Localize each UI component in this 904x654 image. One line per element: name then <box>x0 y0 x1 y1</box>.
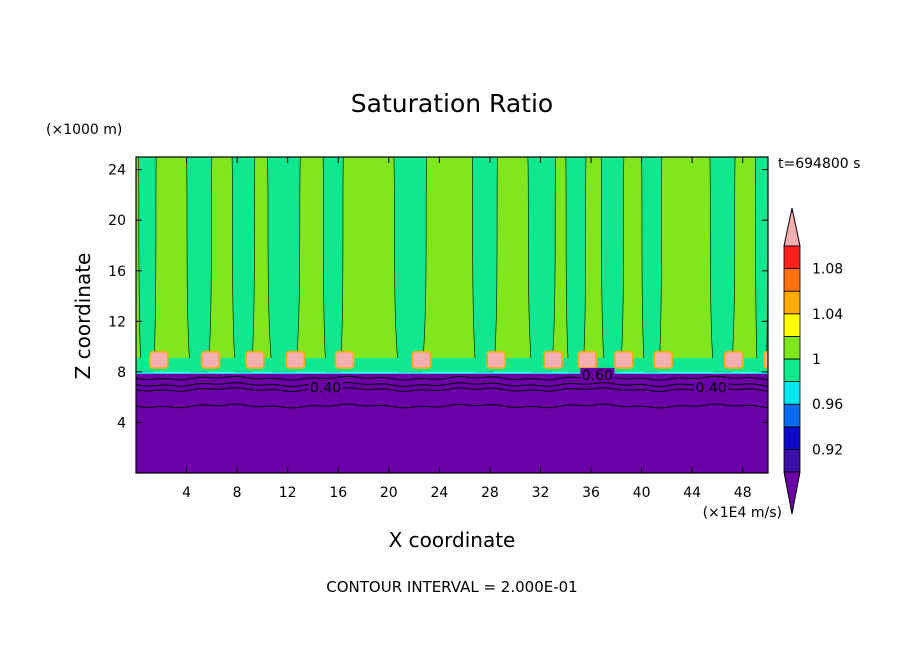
cloud-cell <box>653 350 673 369</box>
cloud-cell <box>763 350 768 369</box>
colorbar-swatch <box>783 358 801 383</box>
plume-column <box>186 157 213 373</box>
contour-line <box>136 381 768 387</box>
y-axis-label: Z coordinate <box>71 253 95 380</box>
plume-column <box>471 157 498 373</box>
colorbar-swatch <box>783 403 801 428</box>
contour-label-bg <box>694 380 729 395</box>
x-tick-label: 40 <box>633 485 651 501</box>
y-tick-label: 8 <box>117 365 126 381</box>
colorbar-swatch <box>783 426 801 450</box>
lower-region <box>136 373 768 473</box>
contour-field <box>136 157 768 473</box>
colorbar-over-triangle <box>783 207 801 247</box>
x-tick-label: 48 <box>734 485 752 501</box>
cloud-cell <box>334 350 355 369</box>
plume-column <box>600 157 625 373</box>
cloud-cell <box>543 350 563 369</box>
colorbar-swatch <box>783 335 801 360</box>
x-axis-label: X coordinate <box>389 528 516 552</box>
colorbar: 0.92 0.96 1 1.04 1.08 <box>783 207 843 515</box>
cloud-cell <box>614 350 634 369</box>
time-label: t=694800 s <box>778 156 860 172</box>
cloud-cell <box>285 350 306 369</box>
plume-column <box>565 157 587 373</box>
cloud-cell <box>724 350 744 369</box>
y-axis-ticks: 4 8 12 16 20 24 <box>108 163 768 431</box>
contour-line <box>136 387 768 393</box>
chart-title: Saturation Ratio <box>351 89 553 118</box>
contour-label: 0.40 <box>310 381 341 397</box>
plot-frame <box>135 156 769 474</box>
plume-column <box>527 157 556 373</box>
colorbar-tick-label: 0.96 <box>812 397 843 413</box>
plume-column <box>231 157 256 373</box>
colorbar-tick-label: 1.04 <box>812 307 843 323</box>
x-tick-label: 4 <box>182 485 191 501</box>
contour-label-bg <box>308 380 343 395</box>
x-tick-label: 8 <box>233 485 242 501</box>
contour-label-bg <box>580 367 615 382</box>
cloud-cell <box>411 350 432 369</box>
colorbar-swatch <box>783 290 801 315</box>
plume-column <box>322 157 344 373</box>
colorbar-tick-label: 1.08 <box>812 262 843 278</box>
plume-column <box>267 157 301 373</box>
x-axis-ticks: 4 8 12 16 20 24 28 32 36 40 44 48 <box>182 157 752 501</box>
y-tick-label: 4 <box>117 415 126 431</box>
plume-column <box>709 157 736 373</box>
colorbar-swatch <box>783 245 801 270</box>
y-tick-label: 12 <box>108 314 126 330</box>
cloud-cell <box>200 350 221 369</box>
cloud-cell <box>577 350 598 369</box>
colorbar-swatch <box>783 313 801 337</box>
colorbar-swatch <box>783 381 801 405</box>
contour-label: 0.60 <box>582 368 613 384</box>
y-unit-label: (×1000 m) <box>46 122 122 138</box>
x-tick-label: 12 <box>279 485 297 501</box>
x-tick-label: 20 <box>380 485 398 501</box>
contour-labels: 0.40 0.60 0.40 <box>308 367 729 397</box>
colorbar-swatch <box>783 268 801 292</box>
y-tick-label: 24 <box>108 163 126 179</box>
x-tick-label: 28 <box>481 485 499 501</box>
upper-region <box>136 157 768 372</box>
x-tick-label: 32 <box>532 485 550 501</box>
y-tick-label: 20 <box>108 213 126 229</box>
colorbar-swatch <box>783 448 801 473</box>
contour-line <box>136 375 768 381</box>
x-tick-label: 36 <box>582 485 600 501</box>
colorbar-tick-label: 0.92 <box>812 442 843 458</box>
plume-column <box>138 157 157 373</box>
plume-column <box>393 157 428 373</box>
plume-column <box>755 157 768 373</box>
x-unit-label: (×1E4 m/s) <box>703 505 782 521</box>
contour-line <box>136 403 768 409</box>
cloud-cell <box>148 350 169 369</box>
x-tick-label: 24 <box>430 485 448 501</box>
colorbar-tick-label: 1 <box>812 352 821 368</box>
colorbar-under-triangle <box>783 471 801 515</box>
contour-interval-footer: CONTOUR INTERVAL = 2.000E-01 <box>326 578 577 596</box>
plume-column <box>641 157 663 373</box>
y-tick-label: 16 <box>108 264 126 280</box>
cloud-cell <box>486 350 507 369</box>
contour-label: 0.40 <box>696 381 727 397</box>
x-tick-label: 16 <box>329 485 347 501</box>
cloud-layer-base <box>136 357 768 372</box>
cloud-cell <box>245 350 265 369</box>
x-tick-label: 44 <box>683 485 701 501</box>
